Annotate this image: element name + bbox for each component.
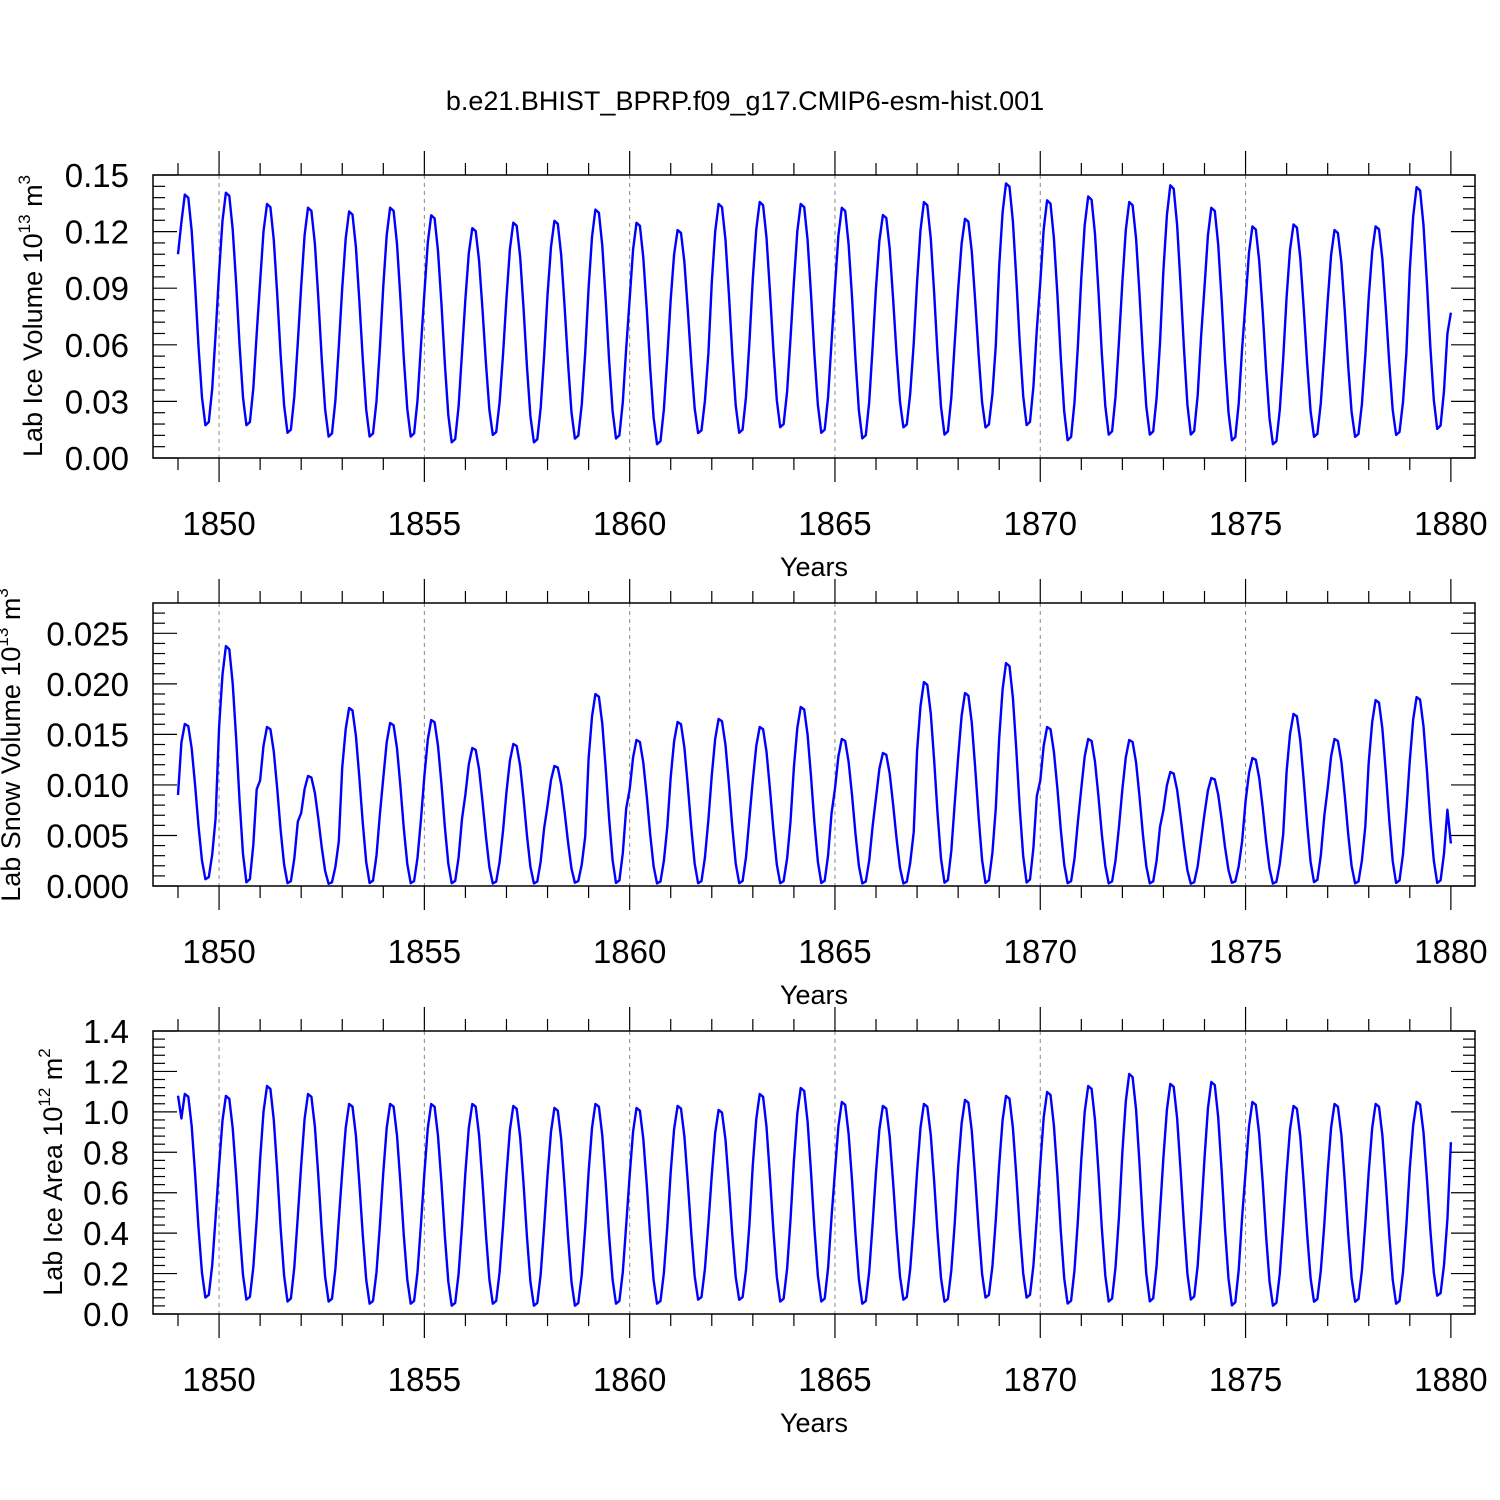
ice-area-series-line — [176, 1072, 1453, 1307]
ice-volume-x-tick-label: 1875 — [1209, 505, 1282, 542]
snow-volume-x-tick-label: 1865 — [798, 933, 871, 970]
snow-volume-panel: 1850 1855 1860 1865 1870 1875 1880 0.000 0.005 0.… — [0, 579, 1488, 1010]
ice-volume-x-tick-label: 1850 — [182, 505, 255, 542]
ice-volume-panel: 1850 1855 1860 1865 1870 1875 1880 0.00 0.03 0.06… — [15, 151, 1488, 582]
ice-volume-ticks — [153, 151, 1475, 482]
ice-volume-x-axis-title: Years — [780, 552, 848, 582]
ice-volume-y-tick-label: 0.15 — [65, 157, 129, 194]
ice-area-x-tick-label: 1870 — [1004, 1361, 1077, 1398]
snow-volume-y-tick-label: 0.020 — [46, 666, 129, 703]
snow-volume-tick-labels: 1850 1855 1860 1865 1870 1875 1880 0.000 0.005 0.… — [46, 615, 1487, 970]
ice-area-y-tick-label: 1.4 — [83, 1013, 129, 1050]
ice-volume-x-tick-label: 1855 — [388, 505, 461, 542]
ice-area-panel: 1850 1855 1860 1865 1870 1875 1880 0.00.2 0.40.6… — [35, 1007, 1488, 1438]
ice-volume-x-tick-label: 1860 — [593, 505, 666, 542]
ice-area-x-tick-label: 1855 — [388, 1361, 461, 1398]
snow-volume-y-tick-label: 0.005 — [46, 817, 129, 854]
ice-area-y-axis-title: Lab Ice Area 1012 m2 — [35, 1048, 68, 1296]
ice-volume-y-tick-label: 0.12 — [65, 214, 129, 251]
ice-area-x-tick-label: 1860 — [593, 1361, 666, 1398]
figure-title: b.e21.BHIST_BPRP.f09_g17.CMIP6-esm-hist.… — [446, 86, 1044, 116]
snow-volume-x-tick-label: 1880 — [1414, 933, 1487, 970]
ice-area-ticks — [153, 1007, 1475, 1338]
ice-area-y-tick-label: 0.8 — [83, 1134, 129, 1171]
ice-area-y-tick-label: 0.0 — [83, 1296, 129, 1333]
snow-volume-y-tick-label: 0.025 — [46, 615, 129, 652]
snow-volume-x-tick-label: 1850 — [182, 933, 255, 970]
snow-volume-plot-frame — [152, 602, 1476, 887]
ice-volume-y-tick-label: 0.03 — [65, 383, 129, 420]
ice-volume-y-axis-title: Lab Ice Volume 1013 m3 — [15, 175, 48, 457]
ice-volume-tick-labels: 1850 1855 1860 1865 1870 1875 1880 0.00 0.03 0.06… — [65, 157, 1488, 542]
ice-area-grid — [218, 1031, 1247, 1314]
ice-area-y-tick-label: 1.0 — [83, 1094, 129, 1131]
ice-area-x-axis-title: Years — [780, 1408, 848, 1438]
ice-volume-grid — [218, 175, 1247, 458]
ice-volume-x-tick-label: 1870 — [1004, 505, 1077, 542]
snow-volume-x-tick-label: 1875 — [1209, 933, 1282, 970]
snow-volume-x-tick-label: 1855 — [388, 933, 461, 970]
ice-volume-y-tick-label: 0.06 — [65, 327, 129, 364]
snow-volume-x-axis-title: Years — [780, 980, 848, 1010]
ice-volume-y-tick-label: 0.00 — [65, 440, 129, 477]
ice-volume-series-line — [176, 182, 1453, 446]
ice-volume-x-tick-label: 1880 — [1414, 505, 1487, 542]
ice-area-tick-labels: 1850 1855 1860 1865 1870 1875 1880 0.00.2 0.40.6… — [83, 1013, 1487, 1398]
snow-volume-x-tick-label: 1860 — [593, 933, 666, 970]
ice-area-x-tick-label: 1850 — [182, 1361, 255, 1398]
snow-volume-y-tick-label: 0.000 — [46, 868, 129, 905]
snow-volume-y-tick-label: 0.015 — [46, 716, 129, 753]
snow-volume-x-tick-label: 1870 — [1004, 933, 1077, 970]
snow-volume-ticks — [153, 579, 1475, 910]
ice-area-x-tick-label: 1880 — [1414, 1361, 1487, 1398]
ice-volume-y-tick-label: 0.09 — [65, 270, 129, 307]
snow-volume-y-axis-title: Lab Snow Volume 1013 m3 — [0, 588, 26, 902]
snow-volume-grid — [218, 603, 1247, 886]
ice-area-y-tick-label: 1.2 — [83, 1053, 129, 1090]
ice-area-y-tick-label: 0.4 — [83, 1215, 129, 1252]
snow-volume-y-tick-label: 0.010 — [46, 767, 129, 804]
ice-area-y-tick-label: 0.6 — [83, 1175, 129, 1212]
ice-area-x-tick-label: 1875 — [1209, 1361, 1282, 1398]
ice-area-y-tick-label: 0.2 — [83, 1256, 129, 1293]
snow-volume-series-line — [176, 644, 1453, 885]
ice-area-plot-frame — [152, 1030, 1476, 1315]
ice-area-x-tick-label: 1865 — [798, 1361, 871, 1398]
ice-volume-plot-frame — [152, 174, 1476, 459]
ice-volume-x-tick-label: 1865 — [798, 505, 871, 542]
